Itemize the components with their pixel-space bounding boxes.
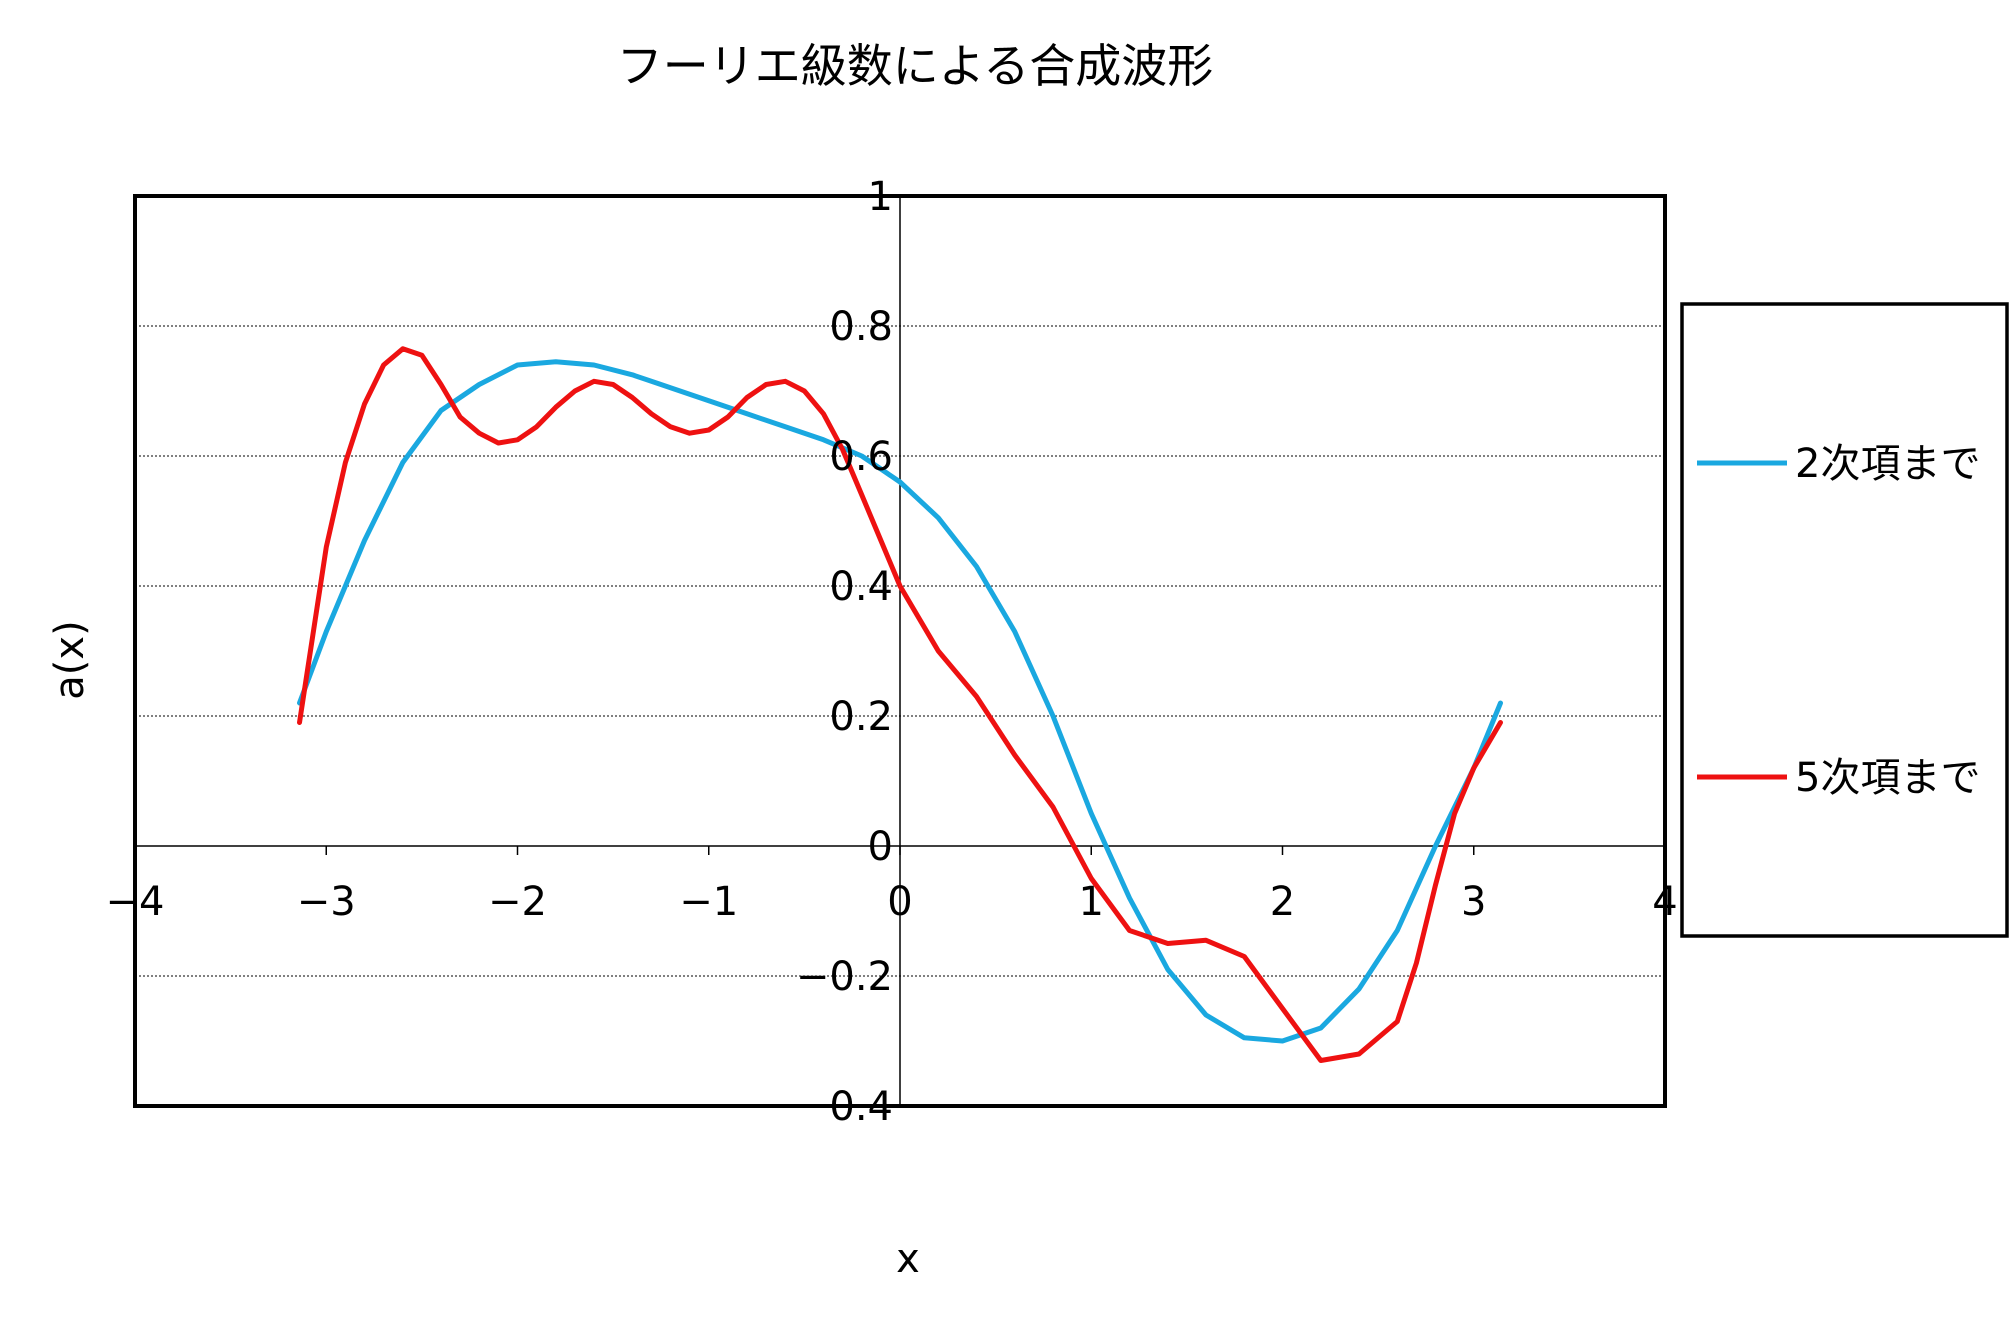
x-tick-label: −3 [297, 879, 356, 925]
legend: 2次項まで 5次項まで [1680, 302, 2009, 938]
x-tick-label: 4 [1652, 879, 1677, 925]
y-tick-label: 0 [868, 824, 893, 870]
y-tick-label: 0.4 [829, 1084, 893, 1130]
plot-area-border [133, 194, 1667, 1108]
y-tick-label: 0.4 [829, 564, 893, 610]
x-axis-label: x [896, 1236, 920, 1282]
x-tick-labels: −4 −3 −2 −1 0 1 2 3 4 [106, 879, 1678, 925]
y-tick-labels: 1 0.8 0.6 0.4 0.2 0 −0.2 0.4 [796, 174, 893, 1130]
y-axis-label: a(x) [47, 620, 93, 699]
x-tick-label: −1 [679, 879, 738, 925]
y-tick-label: 0.8 [829, 304, 893, 350]
legend-box [1680, 302, 2009, 938]
legend-label-series-1: 2次項まで [1795, 441, 1980, 487]
legend-label-series-2: 5次項まで [1795, 755, 1980, 801]
x-tick-label: 1 [1079, 879, 1104, 925]
y-tick-label: −0.2 [796, 954, 893, 1000]
chart-title: フーリエ級数による合成波形 [617, 39, 1214, 93]
series-line-1 [297, 359, 1503, 1044]
y-tick-label: 1 [868, 174, 893, 220]
series-lines [297, 346, 1503, 1063]
x-tick-label: 3 [1461, 879, 1486, 925]
y-tick-label: 0.2 [829, 694, 893, 740]
x-tick-label: −2 [488, 879, 547, 925]
x-tick-label: −4 [106, 879, 165, 925]
x-tick-label: 0 [887, 879, 912, 925]
y-tick-label: 0.6 [829, 434, 893, 480]
series-line-2 [297, 346, 1503, 1063]
x-tick-label: 2 [1270, 879, 1295, 925]
